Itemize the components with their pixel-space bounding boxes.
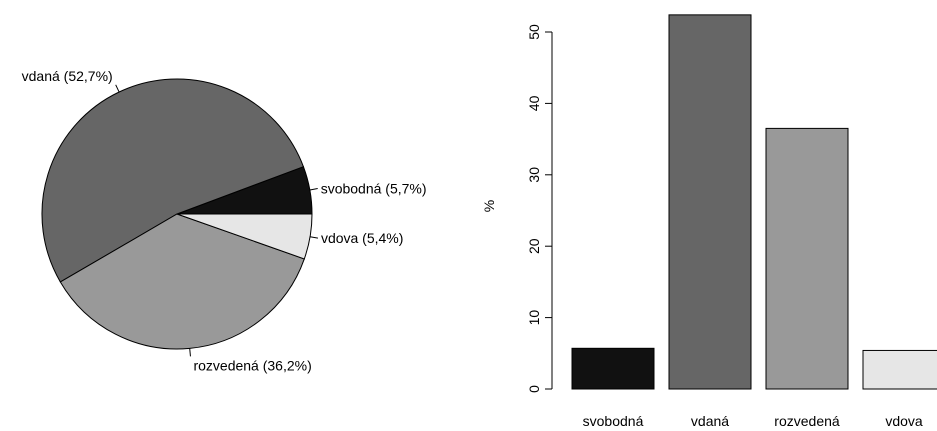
pie-label-tick-vdana <box>115 84 120 93</box>
y-tick-label-20: 20 <box>526 238 542 254</box>
pie-slice-vdova <box>176 213 313 260</box>
pie-slice-vdana <box>41 78 305 283</box>
x-tick-label-vdana: vdaná <box>691 413 729 429</box>
y-tick-label-50: 50 <box>526 24 542 40</box>
bar-marks <box>571 14 937 390</box>
x-tick-label-rozvedena: rozvedená <box>774 413 840 429</box>
pie-chart: svobodná (5,7%) vdaná (52,7%) rozvedená (3… <box>22 68 427 374</box>
y-tick-label-40: 40 <box>526 95 542 111</box>
pie-label-tick-rozvedena <box>189 348 191 357</box>
y-tick-label-10: 10 <box>526 310 542 326</box>
pie-slice-rozvedena <box>59 213 305 350</box>
y-tick-label-30: 30 <box>526 167 542 183</box>
y-axis: 0 10 20 30 40 50 <box>526 24 553 393</box>
pie-label-tick-svobodna <box>309 188 318 191</box>
y-axis-label: % <box>481 200 497 212</box>
pie-label-vdova: vdova (5,4%) <box>321 230 403 246</box>
x-tick-label-vdova: vdova <box>885 413 923 429</box>
bar-vdova <box>862 349 937 390</box>
bar-svobodna <box>571 347 655 390</box>
y-tick-label-0: 0 <box>526 385 542 393</box>
bar-vdana <box>668 14 752 390</box>
pie-label-svobodna: svobodná (5,7%) <box>321 181 427 197</box>
x-tick-label-svobodna: svobodná <box>583 413 644 429</box>
pie-label-vdana: vdaná (52,7%) <box>22 68 113 84</box>
x-axis-labels: svobodná vdaná rozvedená vdova <box>583 413 923 429</box>
pie-label-tick-vdova <box>309 236 319 239</box>
pie-label-rozvedena: rozvedená (36,2%) <box>193 357 311 373</box>
bar-rozvedena <box>765 127 849 390</box>
